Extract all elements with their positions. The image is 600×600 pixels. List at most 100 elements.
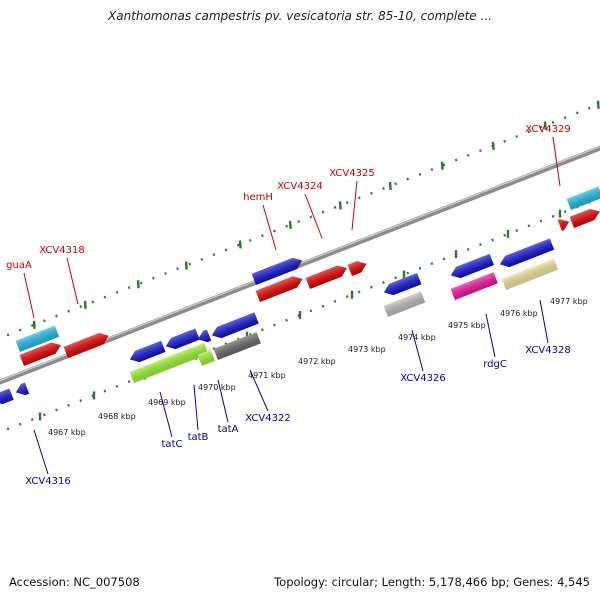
gene-labels: guaA XCV4318 hemH XCV4324 XCV4325 XCV4329 XCV4…: [6, 124, 571, 487]
label-leader: [262, 204, 277, 251]
gene-12: [251, 257, 303, 285]
major-tick: [338, 201, 342, 210]
gene-21: [501, 258, 559, 290]
gene-label-bottom: XCV4322: [245, 413, 290, 424]
kbp-label: 4976 kbp: [500, 309, 538, 318]
major-tick: [543, 121, 547, 130]
gene-23: [557, 219, 570, 231]
gene-7: [197, 329, 212, 343]
gene-shade: [0, 388, 14, 405]
gene-6: [165, 328, 200, 350]
gene-label-top: XCV4318: [39, 245, 84, 256]
major-tick: [288, 220, 292, 230]
label-leader: [66, 257, 79, 305]
topology-text: Topology: circular; Length: 5,178,466 bp…: [274, 575, 590, 589]
major-tick: [491, 141, 495, 150]
label-leader: [304, 193, 323, 239]
gene-label-bottom: XCV4316: [25, 476, 70, 487]
kbp-label: 4971 kbp: [248, 371, 286, 380]
gene-label-top: guaA: [6, 260, 32, 271]
major-tick: [136, 280, 140, 289]
kbp-label: 4974 kbp: [398, 333, 436, 342]
gene-shade: [251, 257, 303, 285]
gene-shade: [63, 333, 109, 358]
gene-shade: [450, 253, 494, 279]
major-tick: [32, 320, 36, 329]
label-leader: [159, 391, 173, 438]
label-leader: [485, 313, 496, 358]
kbp-label: 4970 kbp: [198, 383, 236, 392]
gene-shade: [19, 342, 61, 366]
gene-shade: [129, 342, 209, 383]
kbp-label: 4975 kbp: [448, 321, 486, 330]
gene-shade: [450, 272, 498, 300]
gene-18: [450, 253, 494, 279]
label-leader: [539, 299, 549, 344]
label-leader: [33, 429, 49, 475]
major-tick: [388, 181, 392, 191]
gene-2: [63, 333, 109, 358]
gene-shade: [305, 265, 347, 289]
label-leader: [552, 136, 561, 187]
major-tick: [184, 261, 188, 270]
gene-14: [305, 265, 347, 289]
gene-16: [383, 273, 422, 296]
gene-shade: [557, 219, 570, 231]
gene-shade: [129, 340, 166, 363]
label-leader: [249, 369, 269, 412]
gene-label-bottom: XCV4328: [525, 345, 570, 356]
kbp-label: 4968 kbp: [98, 412, 136, 421]
gene-1: [19, 342, 61, 366]
major-tick: [440, 161, 444, 170]
major-tick: [238, 240, 242, 249]
gene-label-bottom: tatC: [162, 439, 183, 450]
map-title: Xanthomonas campestris pv. vesicatoria s…: [108, 9, 492, 23]
label-leader: [217, 379, 229, 423]
accession-text: Accession: NC_007508: [9, 575, 140, 589]
gene-shade: [566, 186, 600, 210]
label-leader: [193, 384, 199, 431]
gene-label-top: XCV4325: [329, 168, 374, 179]
gene-22: [566, 186, 600, 210]
gene-features: [0, 186, 600, 405]
gene-9: [129, 342, 209, 383]
kbp-label: 4969 kbp: [148, 398, 186, 407]
gene-shade: [15, 325, 60, 352]
label-leader: [351, 180, 358, 231]
gene-3: [0, 388, 14, 405]
gene-shade: [347, 261, 367, 276]
gene-shade: [383, 291, 426, 317]
gene-17: [383, 291, 426, 317]
gene-label-bottom: rdgC: [483, 359, 507, 370]
gene-label-top: XCV4329: [525, 124, 570, 135]
kbp-scale: 4967 kbp 4968 kbp 4969 kbp 4970 kbp 4971 kbp…: [48, 297, 588, 437]
gene-13: [255, 276, 303, 302]
major-tick: [83, 300, 87, 309]
gene-shade: [499, 238, 555, 268]
gene-label-bottom: tatB: [188, 432, 209, 443]
gene-0: [15, 325, 60, 352]
gene-shade: [211, 312, 259, 339]
gene-10: [197, 349, 216, 366]
gene-label-bottom: tatA: [218, 424, 239, 435]
kbp-label: 4972 kbp: [298, 357, 336, 366]
label-leader: [411, 329, 424, 372]
label-leader: [23, 272, 35, 319]
gene-label-bottom: XCV4326: [400, 373, 445, 384]
gene-label-top: XCV4324: [277, 181, 322, 192]
gene-label-top: hemH: [243, 192, 273, 203]
gene-20: [499, 238, 555, 268]
gene-11: [213, 332, 261, 360]
gene-shade: [383, 273, 422, 296]
gene-shade: [213, 332, 261, 360]
kbp-label: 4973 kbp: [348, 345, 386, 354]
gene-8: [211, 312, 259, 339]
gene-shade: [15, 382, 30, 396]
gene-24: [569, 208, 600, 228]
kbp-label: 4977 kbp: [550, 297, 588, 306]
kbp-label: 4967 kbp: [48, 428, 86, 437]
gene-shade: [255, 276, 303, 302]
gene-5: [129, 340, 166, 363]
gene-15: [347, 261, 367, 276]
